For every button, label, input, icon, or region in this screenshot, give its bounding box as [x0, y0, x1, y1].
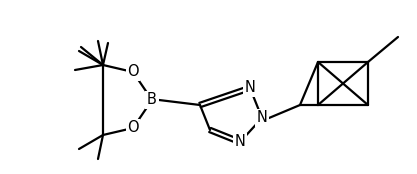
Text: N: N — [244, 81, 256, 96]
Text: N: N — [256, 110, 267, 125]
Text: N: N — [234, 135, 246, 149]
Text: O: O — [127, 121, 139, 136]
Text: B: B — [147, 93, 157, 108]
Text: O: O — [127, 65, 139, 80]
